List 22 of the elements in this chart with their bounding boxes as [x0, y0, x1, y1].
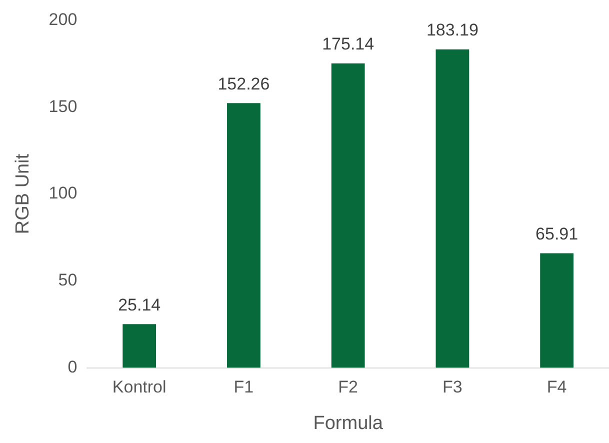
y-tick-label: 150: [48, 96, 78, 116]
x-tick-label: F4: [546, 378, 567, 397]
y-tick-label: 100: [48, 184, 78, 203]
y-axis-title: RGB Unit: [12, 153, 34, 234]
data-label: 175.14: [322, 34, 374, 54]
x-tick-label: F1: [234, 378, 254, 397]
bar: [122, 324, 156, 368]
x-tick-label: F3: [442, 378, 462, 397]
y-tick-label: 0: [68, 357, 78, 376]
bar: [436, 49, 470, 368]
bar: [227, 103, 260, 368]
data-label: 183.19: [426, 20, 478, 40]
x-tick-label: F2: [338, 378, 358, 397]
y-tick-label: 50: [58, 270, 78, 290]
bar: [331, 63, 365, 368]
x-tick-label: Kontrol: [112, 378, 166, 397]
x-axis-title: Formula: [313, 412, 384, 434]
y-tick-label: 200: [48, 10, 78, 29]
data-label: 25.14: [118, 295, 161, 314]
data-label: 152.26: [218, 74, 270, 94]
data-label: 65.91: [536, 224, 578, 244]
bar: [540, 253, 574, 368]
